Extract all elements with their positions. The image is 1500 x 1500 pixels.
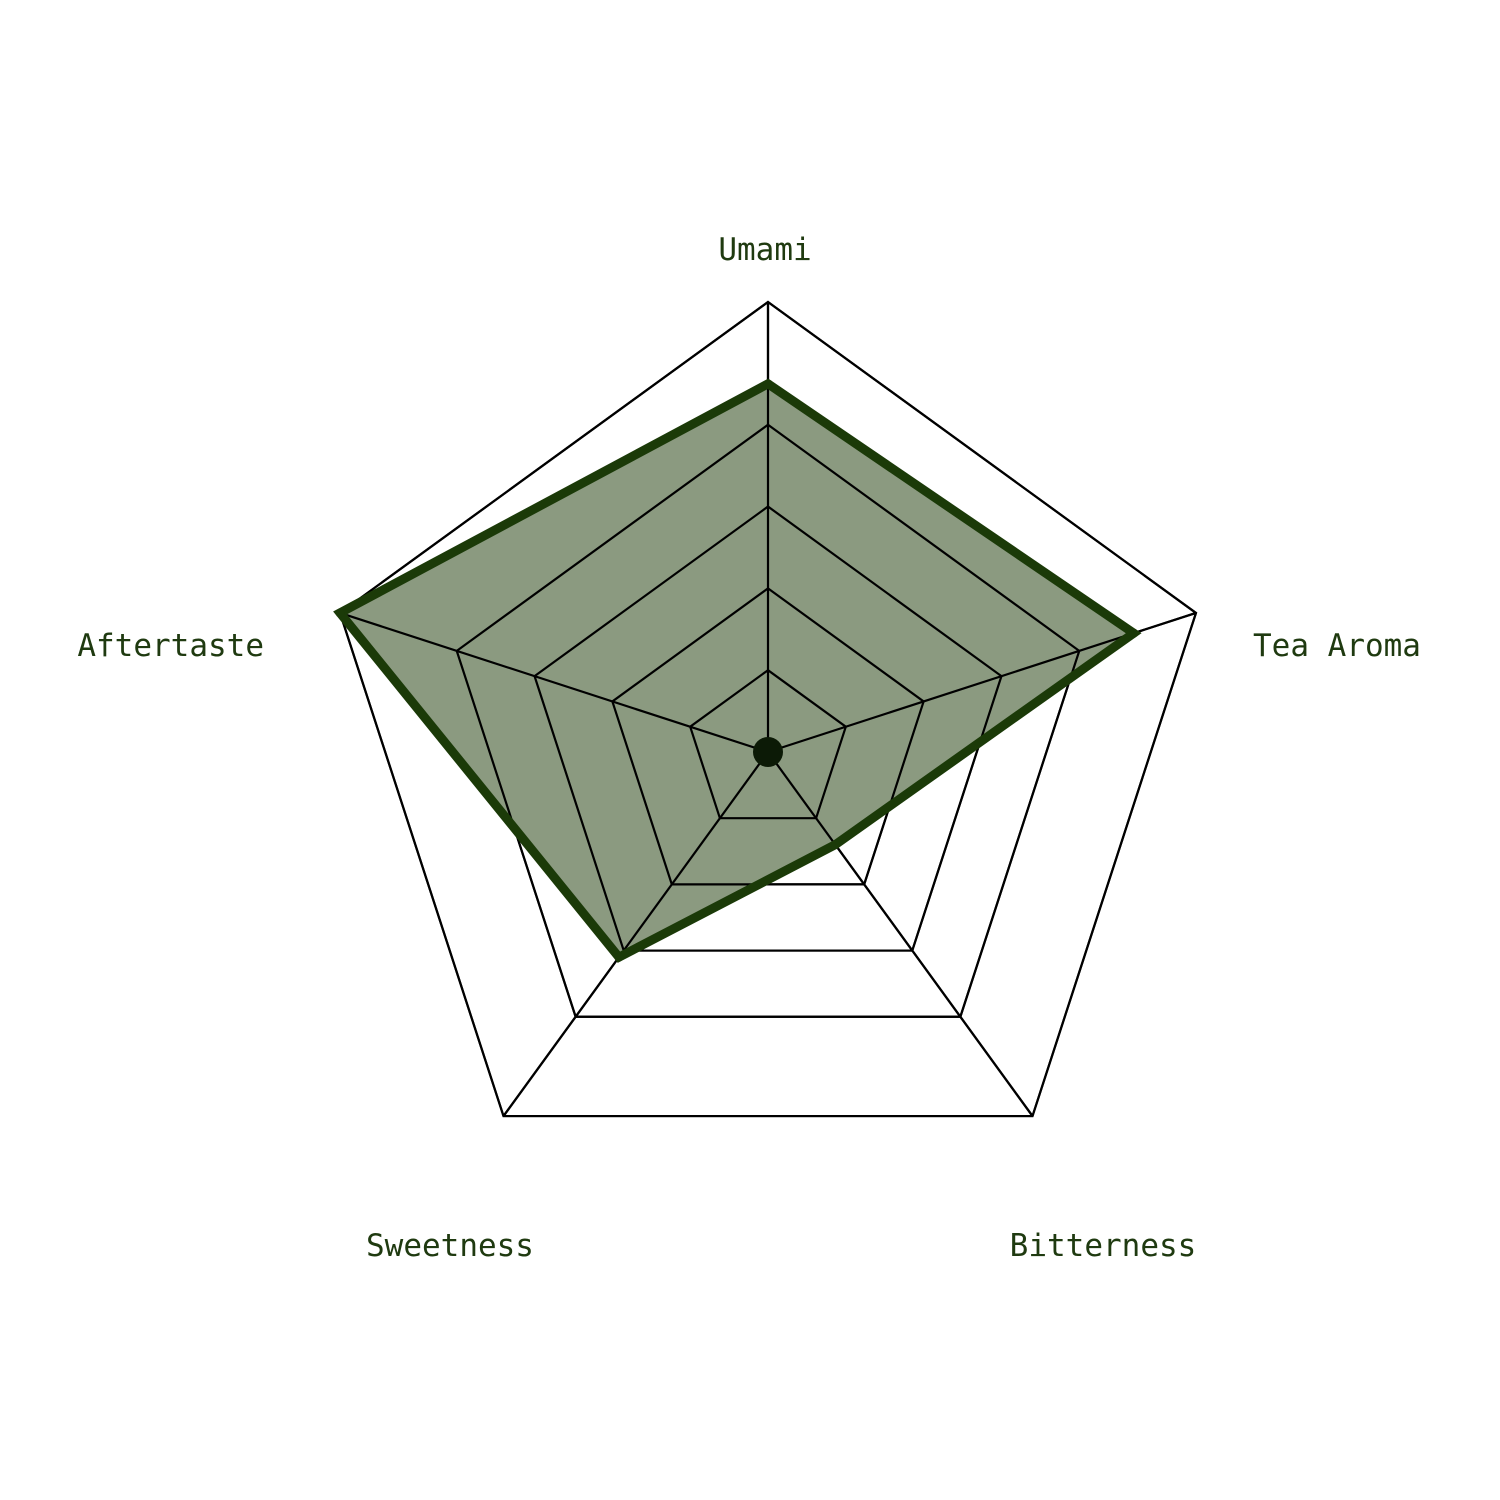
data-point-aftertaste (335, 608, 345, 618)
grid-overlay-8 (767, 751, 1034, 1117)
axis-label-aftertaste: Aftertaste (77, 628, 264, 664)
data-layer (333, 300, 1198, 1118)
grid-overlay-4 (455, 423, 1081, 1018)
data-point-umami (763, 379, 773, 389)
axis-label-umami: Umami (718, 232, 811, 268)
series-outline-1 (333, 378, 1142, 963)
label-layer: Umami Tea Aroma Bitterness Sweetness Afterta… (77, 232, 1421, 1264)
grid-overlay-10 (339, 611, 769, 754)
grid-overlay-1 (688, 668, 848, 820)
center-dot (753, 737, 783, 767)
data-point-sweetness (614, 952, 624, 962)
grid-overlay (338, 300, 1198, 1118)
data-point-bitterness (830, 840, 840, 850)
series-area-1 (340, 383, 1134, 958)
grid-overlay-9 (502, 751, 769, 1117)
axis-label-bitterness: Bitterness (1010, 1228, 1197, 1264)
data-point-tea-aroma (1129, 628, 1139, 638)
axis-label-sweetness: Sweetness (366, 1228, 534, 1264)
grid-overlay-3 (533, 505, 1003, 952)
axis-label-tea-aroma: Tea Aroma (1253, 628, 1421, 664)
grid-overlay-5 (338, 300, 1198, 1118)
